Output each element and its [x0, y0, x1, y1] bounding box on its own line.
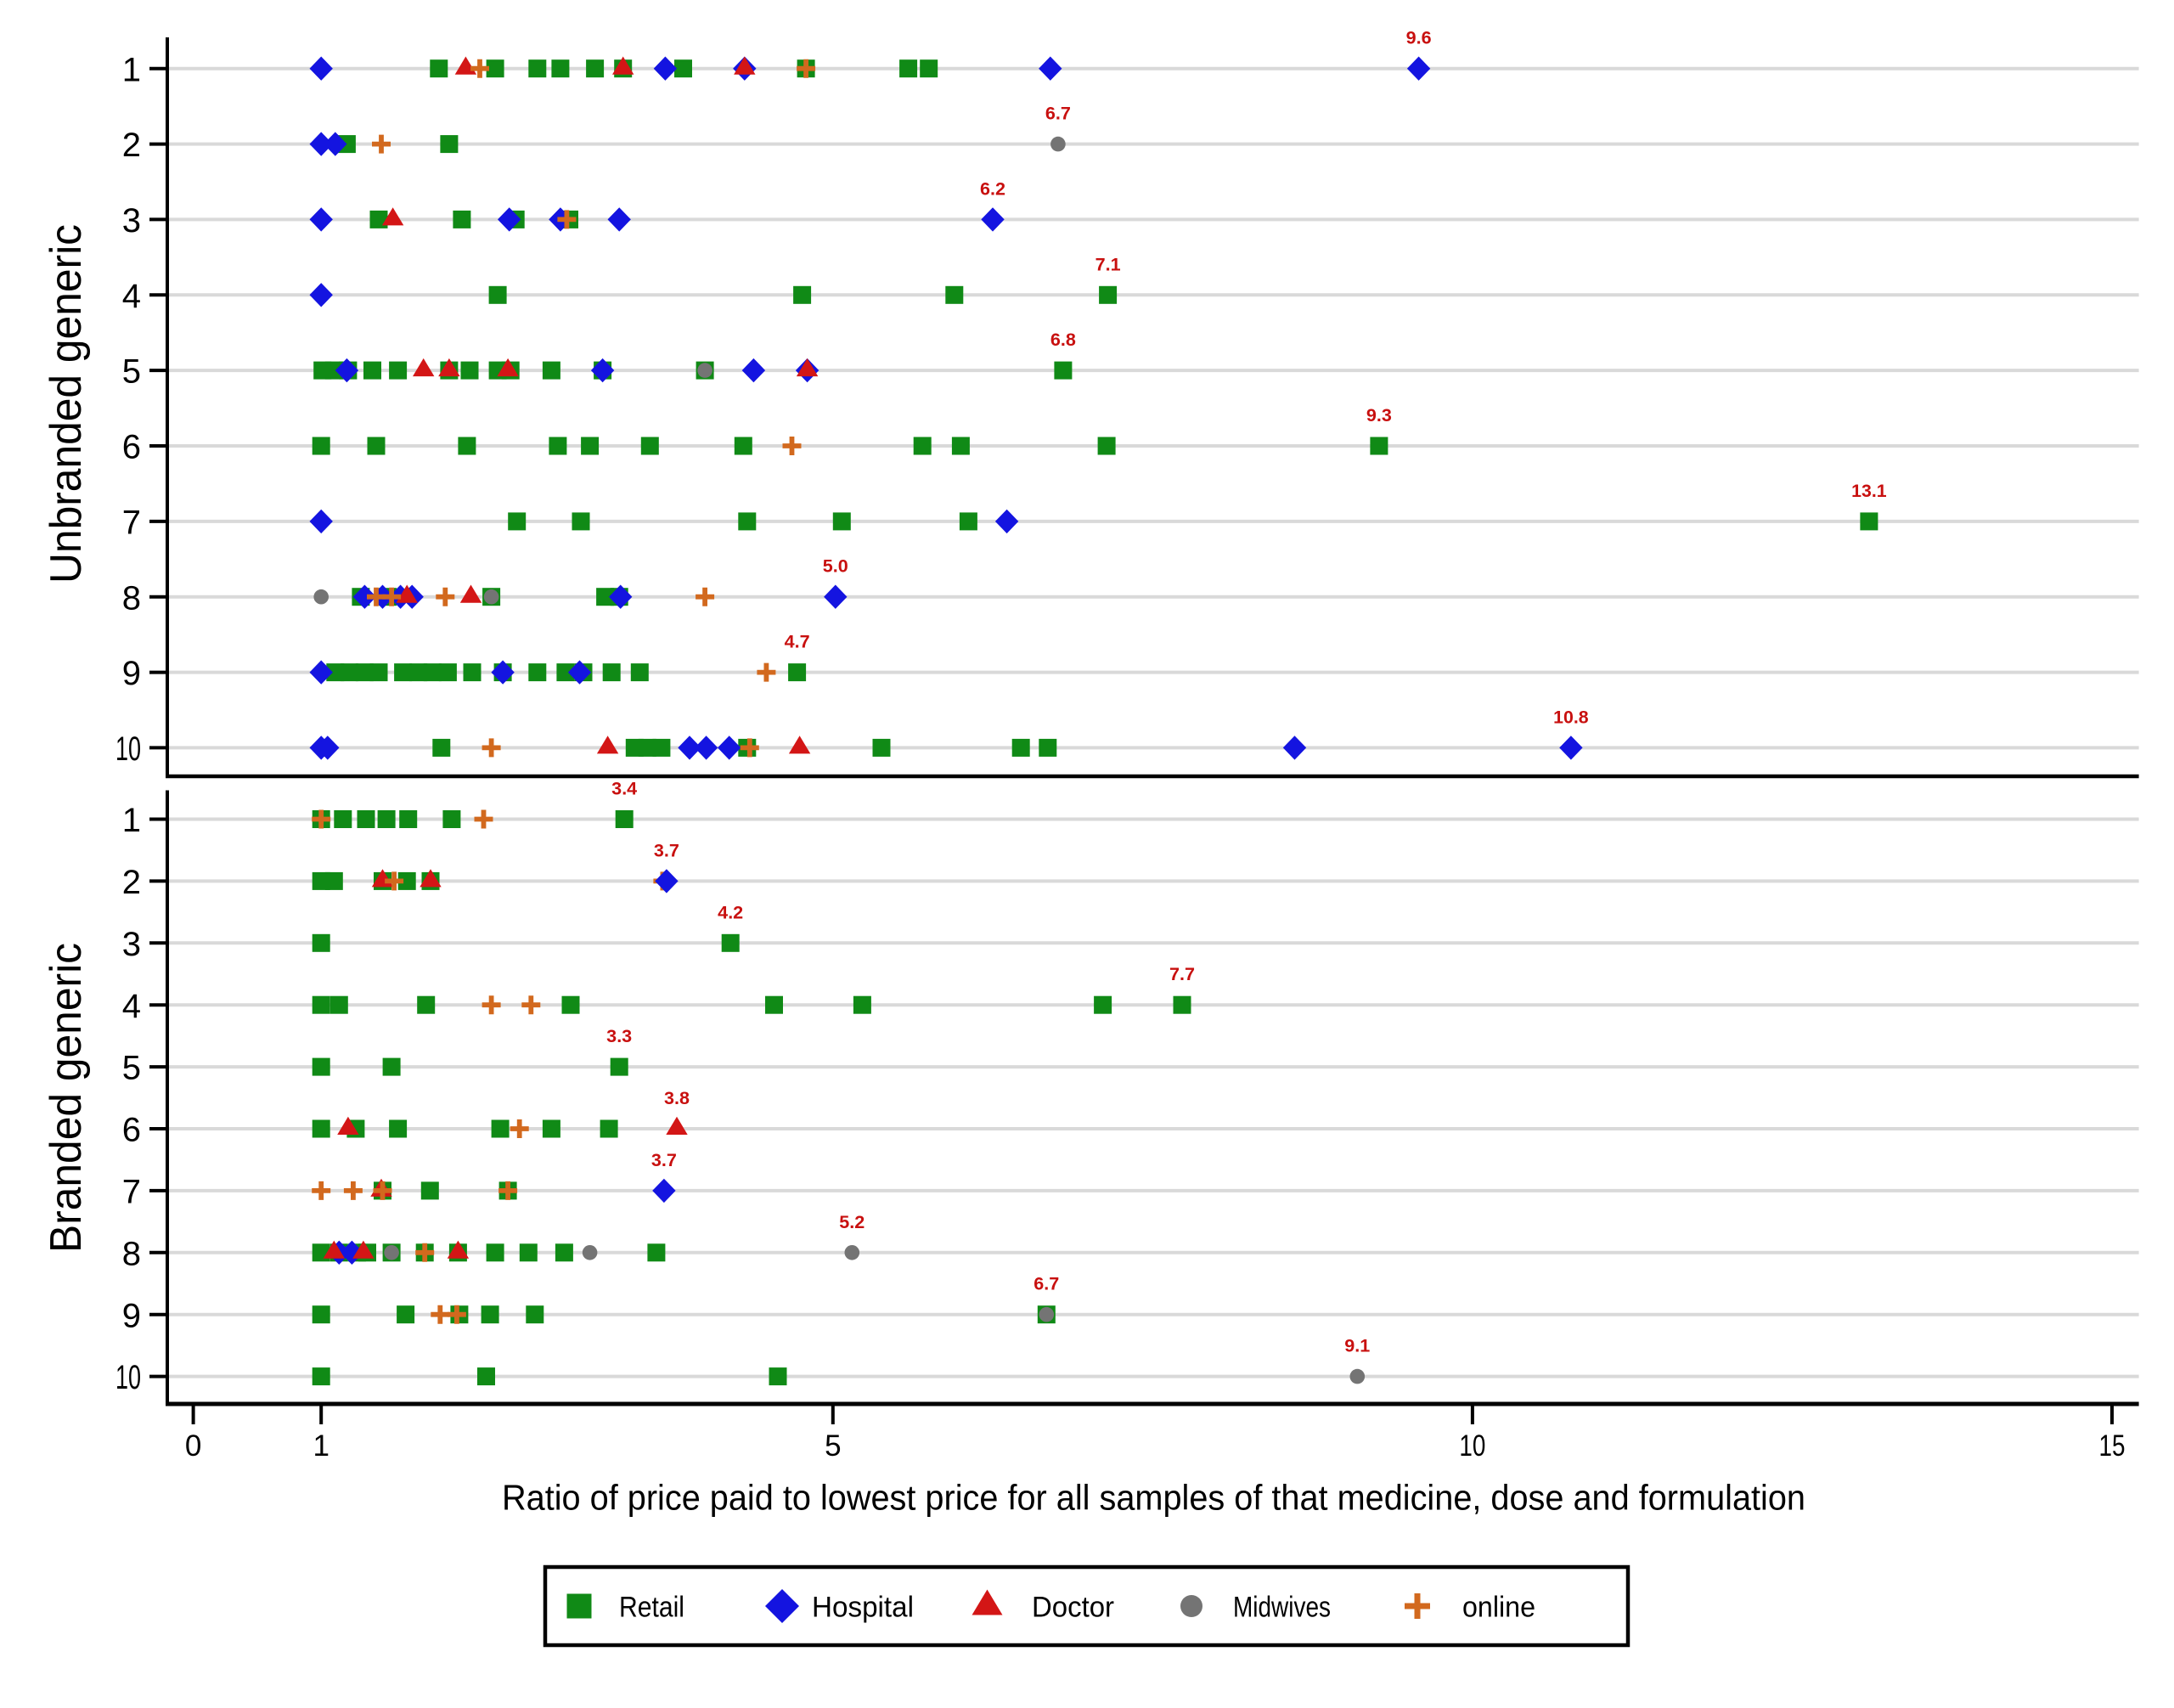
svg-text:7.1: 7.1 [1095, 254, 1121, 274]
svg-text:6: 6 [122, 1112, 141, 1149]
svg-text:3: 3 [122, 926, 141, 963]
svg-text:10: 10 [115, 730, 141, 768]
svg-text:3.8: 3.8 [664, 1088, 690, 1108]
svg-text:8: 8 [122, 579, 141, 617]
svg-text:6.2: 6.2 [980, 178, 1005, 199]
svg-text:7: 7 [122, 505, 141, 542]
svg-text:5: 5 [825, 1429, 841, 1463]
svg-text:10: 10 [115, 1359, 141, 1396]
svg-text:Hospital: Hospital [812, 1592, 914, 1624]
svg-text:9.1: 9.1 [1344, 1336, 1370, 1356]
svg-text:2: 2 [122, 864, 141, 901]
svg-text:Doctor: Doctor [1032, 1592, 1114, 1624]
svg-text:3.7: 3.7 [651, 1150, 677, 1170]
svg-text:1: 1 [313, 1429, 329, 1463]
svg-text:3.7: 3.7 [654, 840, 679, 860]
svg-text:6.7: 6.7 [1033, 1274, 1059, 1294]
svg-text:9.3: 9.3 [1366, 405, 1392, 426]
svg-text:Midwives: Midwives [1233, 1592, 1331, 1624]
svg-text:10: 10 [1459, 1429, 1485, 1463]
svg-text:Branded generic: Branded generic [42, 943, 91, 1253]
svg-text:1: 1 [122, 802, 141, 839]
svg-text:7: 7 [122, 1174, 141, 1211]
svg-text:8: 8 [122, 1235, 141, 1272]
svg-text:5: 5 [122, 353, 141, 391]
svg-text:5: 5 [122, 1050, 141, 1087]
svg-text:9: 9 [122, 655, 141, 692]
svg-text:7.7: 7.7 [1169, 964, 1195, 984]
svg-text:9: 9 [122, 1297, 141, 1334]
svg-text:4.2: 4.2 [718, 902, 743, 922]
svg-text:0: 0 [185, 1429, 201, 1463]
svg-text:6: 6 [122, 429, 141, 466]
svg-text:13.1: 13.1 [1851, 481, 1887, 501]
svg-text:15: 15 [2099, 1429, 2126, 1463]
svg-text:10.8: 10.8 [1553, 707, 1589, 727]
svg-text:Ratio of price paid to lowest: Ratio of price paid to lowest price for … [502, 1478, 1805, 1518]
svg-text:5.0: 5.0 [823, 556, 848, 577]
svg-text:5.2: 5.2 [839, 1212, 865, 1232]
svg-text:4: 4 [122, 988, 141, 1025]
svg-text:6.7: 6.7 [1045, 104, 1071, 124]
svg-text:3: 3 [122, 202, 141, 240]
svg-text:4.7: 4.7 [785, 632, 810, 652]
svg-text:3.3: 3.3 [606, 1026, 632, 1046]
svg-text:Unbranded generic: Unbranded generic [42, 224, 91, 583]
svg-text:4: 4 [122, 278, 141, 315]
svg-text:6.8: 6.8 [1050, 330, 1076, 350]
svg-text:2: 2 [122, 127, 141, 164]
svg-text:1: 1 [122, 51, 141, 88]
svg-text:9.6: 9.6 [1406, 28, 1432, 48]
svg-text:3.4: 3.4 [611, 779, 637, 799]
svg-text:Retail: Retail [619, 1592, 684, 1624]
svg-text:online: online [1462, 1592, 1535, 1624]
